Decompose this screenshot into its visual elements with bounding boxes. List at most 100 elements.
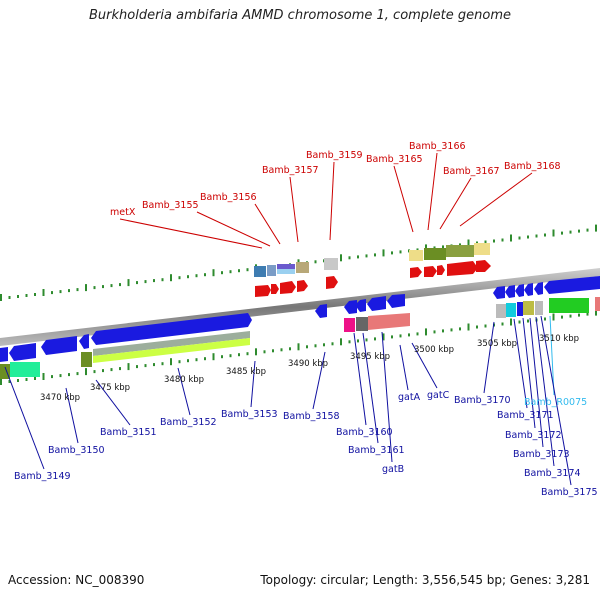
major-tick — [552, 229, 555, 237]
gene-label-upper[interactable]: Bamb_3159 — [306, 150, 363, 161]
gene-label-lower[interactable]: Bamb_3174 — [524, 468, 581, 479]
minor-tick — [314, 344, 317, 348]
gene-label-upper[interactable]: Bamb_3156 — [200, 192, 257, 203]
minor-tick — [229, 270, 232, 274]
gene-label-lower[interactable]: gatC — [427, 390, 450, 401]
minor-tick — [365, 338, 368, 342]
gene-arrow — [505, 285, 515, 298]
leader-line — [459, 172, 533, 227]
minor-tick — [221, 271, 223, 275]
minor-tick — [348, 340, 351, 344]
major-tick — [595, 224, 597, 232]
gene-arrow — [424, 266, 437, 277]
gene-label-upper[interactable]: Bamb_3165 — [366, 154, 423, 165]
gene-label-lower[interactable]: Bamb_3173 — [513, 449, 570, 460]
leader-line — [177, 367, 191, 416]
gene-label-upper[interactable]: Bamb_3166 — [409, 141, 466, 152]
gene-label-upper[interactable]: metX — [110, 207, 136, 218]
gene-arrow — [534, 282, 543, 295]
minor-tick — [17, 379, 19, 382]
gene-arrow — [524, 283, 533, 296]
leader-line — [4, 366, 45, 470]
minor-tick — [399, 250, 402, 254]
map-title: Burkholderia ambifaria AMMD chromosome 1… — [88, 8, 512, 23]
gene-label-upper[interactable]: Bamb_3157 — [262, 165, 319, 176]
minor-tick — [161, 278, 164, 282]
gene-block — [277, 264, 295, 269]
gene-label-lower[interactable]: Bamb_3149 — [14, 471, 71, 482]
major-tick — [297, 343, 300, 351]
major-tick — [595, 308, 597, 316]
gene-arrow — [447, 261, 478, 276]
gene-block — [506, 303, 516, 317]
gene-label-lower[interactable]: gatA — [398, 392, 421, 403]
minor-tick — [323, 343, 325, 347]
minor-tick — [501, 238, 504, 242]
reverse-genes — [0, 276, 600, 362]
gene-label-lower[interactable]: Bamb_3172 — [505, 430, 562, 441]
gene-arrow — [476, 260, 491, 272]
minor-tick — [399, 334, 402, 338]
minor-tick — [178, 276, 181, 280]
gene-arrow — [326, 276, 338, 289]
gene-arrow — [437, 265, 445, 275]
minor-tick — [527, 235, 529, 239]
major-tick — [0, 294, 2, 301]
kbp-label: 3495 kbp — [350, 352, 390, 362]
gene-label-upper[interactable]: Bamb_3168 — [504, 161, 561, 172]
leader-line — [289, 176, 299, 243]
minor-tick — [272, 349, 274, 353]
major-tick — [425, 328, 427, 336]
kbp-label: 3485 kbp — [226, 367, 266, 377]
gene-block — [93, 331, 250, 356]
minor-tick — [229, 354, 232, 358]
gene-label-lower[interactable]: Bamb_3153 — [221, 409, 278, 420]
minor-tick — [178, 360, 181, 364]
kbp-label: 3500 kbp — [414, 345, 454, 355]
gene-label-lower[interactable]: Bamb_3170 — [454, 395, 511, 406]
gene-block — [10, 362, 40, 377]
gene-block — [496, 304, 506, 318]
minor-tick — [204, 273, 206, 277]
gene-arrow — [493, 286, 505, 299]
gene-label-lower[interactable]: Bamb_3161 — [348, 445, 405, 456]
gene-arrow — [387, 294, 405, 308]
leader-line — [529, 317, 544, 448]
minor-tick — [357, 339, 359, 343]
minor-tick — [442, 329, 444, 333]
minor-tick — [569, 230, 572, 234]
minor-tick — [153, 363, 155, 367]
gene-label-lower[interactable]: gatB — [382, 464, 404, 475]
gene-block — [409, 250, 423, 261]
major-tick — [127, 363, 130, 371]
minor-tick — [416, 248, 419, 252]
gene-label-lower[interactable]: Bamb_3150 — [48, 445, 105, 456]
major-tick — [425, 244, 427, 252]
gene-arrow — [544, 276, 600, 294]
major-tick — [170, 358, 172, 366]
major-tick — [382, 249, 385, 257]
gene-block — [324, 258, 338, 270]
minor-tick — [59, 290, 62, 294]
minor-tick — [280, 348, 283, 352]
gene-label-upper[interactable]: Bamb_3167 — [443, 166, 500, 177]
gene-arrow — [355, 299, 366, 312]
major-tick — [467, 239, 470, 247]
gene-label-lower[interactable]: Bamb_R0075 — [524, 397, 587, 408]
gene-label-lower[interactable]: Bamb_3175 — [541, 487, 598, 498]
kbp-label: 3475 kbp — [90, 383, 130, 393]
gene-arrow — [280, 281, 296, 294]
gene-label-upper[interactable]: Bamb_3155 — [142, 200, 199, 211]
gene-block — [254, 266, 266, 277]
gene-label-lower[interactable]: Bamb_3171 — [497, 410, 554, 421]
gene-label-lower[interactable]: Bamb_3152 — [160, 417, 217, 428]
leader-line — [522, 317, 536, 429]
major-tick — [127, 279, 130, 287]
gene-label-lower[interactable]: Bamb_3158 — [283, 411, 340, 422]
gene-label-lower[interactable]: Bamb_3151 — [100, 427, 157, 438]
leader-line — [513, 318, 528, 409]
gene-arrow — [79, 334, 89, 349]
major-tick — [382, 333, 385, 341]
gene-label-lower[interactable]: Bamb_3160 — [336, 427, 393, 438]
